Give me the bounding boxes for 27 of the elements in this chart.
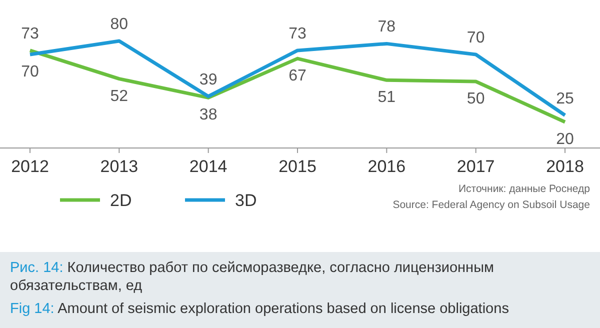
- x-tick-label: 2012: [11, 157, 49, 176]
- x-tick-label: 2014: [189, 157, 228, 176]
- data-label: 80: [110, 16, 128, 33]
- data-label: 39: [199, 71, 218, 88]
- x-tick-label: 2013: [100, 157, 138, 176]
- data-label: 78: [378, 18, 396, 36]
- x-tick-label: 2015: [278, 157, 316, 176]
- legend-label: 2D: [110, 191, 132, 210]
- data-label: 70: [21, 64, 39, 80]
- caption: Fig 14: Amount of seismic exploration operations based on license obligations: [10, 301, 509, 317]
- data-label: 52: [110, 88, 128, 105]
- source-note: Source: Federal Agency on Subsoil Usage: [392, 199, 590, 211]
- data-label: 38: [199, 106, 218, 124]
- x-tick-label: 2018: [546, 157, 584, 176]
- data-label: 25: [556, 90, 574, 108]
- x-tick-label: 2017: [456, 157, 495, 176]
- text: Источник: данные Роснедр: [458, 183, 590, 195]
- data-label: 51: [378, 89, 396, 106]
- data-label: 73: [288, 25, 306, 42]
- text: Рис. 14: Количество работ по сейсморазведке, согласно лицензионным обязательствам, ед: [10, 260, 494, 294]
- data-label: 50: [466, 90, 485, 108]
- data-label: 70: [466, 30, 485, 46]
- legend-label: 3D: [235, 191, 257, 210]
- data-label: 67: [288, 68, 306, 85]
- x-tick-label: 2016: [368, 157, 406, 176]
- data-label: 73: [21, 25, 39, 42]
- data-label: 20: [556, 131, 574, 148]
